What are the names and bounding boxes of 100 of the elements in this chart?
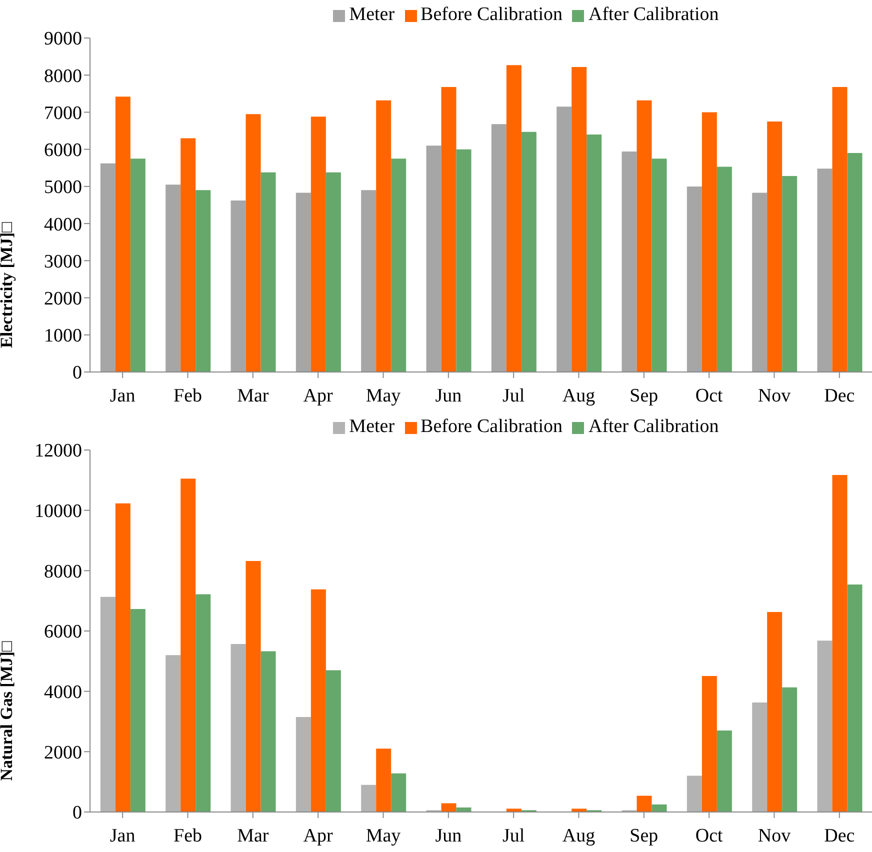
bar	[361, 784, 376, 812]
bar	[572, 808, 587, 812]
bar	[716, 166, 732, 372]
bar	[391, 773, 406, 812]
bar	[196, 190, 211, 372]
legend-label: Before Calibration	[420, 416, 562, 437]
bar	[847, 153, 862, 372]
bar	[260, 651, 276, 812]
bar	[115, 96, 130, 372]
bar	[782, 687, 798, 812]
y-tick-label: 2000	[44, 288, 82, 310]
x-tick-label: May	[366, 825, 402, 846]
bar	[441, 86, 456, 372]
y-axis-title: Natural Gas [MJ]□	[0, 640, 16, 781]
bar	[391, 158, 406, 372]
bar	[767, 122, 782, 372]
y-tick-label: 3000	[44, 251, 82, 272]
bar	[426, 146, 442, 372]
x-tick-label: Jan	[110, 825, 136, 846]
legend-label: Meter	[349, 416, 395, 437]
legend-label: Meter	[349, 4, 395, 25]
bar	[246, 561, 261, 812]
bar	[636, 100, 652, 372]
x-tick-label: Jun	[435, 385, 462, 406]
y-tick-label: 6000	[44, 622, 82, 643]
bar	[652, 158, 667, 372]
bar	[702, 112, 717, 372]
x-tick-label: Nov	[758, 385, 792, 406]
y-tick-label: 0	[72, 802, 82, 824]
bar	[196, 594, 211, 812]
bar	[180, 138, 196, 372]
y-tick-label: 5000	[44, 177, 82, 198]
x-tick-label: Mar	[237, 385, 270, 406]
bar	[326, 172, 341, 372]
bar	[441, 803, 456, 812]
y-tick-label: 9000	[44, 28, 82, 50]
bar	[767, 612, 782, 812]
bar	[456, 149, 472, 372]
legend-label: After Calibration	[588, 4, 719, 25]
bar	[752, 192, 768, 372]
y-tick-label: 1000	[44, 326, 82, 347]
bar	[716, 730, 732, 812]
y-tick-label: 8000	[44, 561, 82, 582]
x-tick-label: Aug	[562, 385, 596, 406]
bar	[817, 640, 832, 812]
bar	[230, 644, 246, 812]
bar	[115, 503, 130, 812]
x-tick-label: Sep	[630, 385, 658, 406]
bar	[230, 200, 246, 372]
x-tick-label: Sep	[630, 825, 658, 846]
bar	[832, 86, 848, 372]
y-axis-title: Electricity [MJ]□	[0, 221, 16, 348]
x-tick-label: Feb	[174, 825, 202, 846]
bar	[622, 152, 637, 372]
bar	[752, 702, 768, 812]
bar	[702, 676, 717, 812]
bar	[832, 475, 848, 812]
bar	[847, 584, 862, 812]
bar	[376, 100, 392, 372]
bar	[296, 716, 311, 812]
y-tick-label: 0	[72, 362, 82, 384]
x-tick-label: May	[366, 385, 402, 406]
bar	[260, 172, 276, 372]
x-tick-label: Oct	[695, 825, 724, 846]
bar	[686, 776, 702, 812]
bar	[166, 184, 181, 372]
bar	[506, 65, 522, 372]
bar	[686, 186, 702, 372]
bar	[586, 134, 602, 372]
x-tick-label: Jul	[502, 825, 525, 846]
y-tick-label: 4000	[44, 682, 82, 704]
y-tick-label: 7000	[44, 102, 82, 124]
x-tick-label: Jun	[435, 825, 462, 846]
y-tick-label: 2000	[44, 742, 82, 764]
x-tick-label: Feb	[174, 385, 202, 406]
bar	[572, 66, 587, 372]
x-tick-label: Jul	[502, 385, 525, 406]
bar	[310, 589, 326, 812]
x-tick-label: Nov	[758, 825, 792, 846]
bar	[376, 748, 392, 812]
bar	[521, 132, 536, 372]
bar	[636, 796, 652, 812]
legend-label: After Calibration	[588, 416, 719, 437]
y-tick-label: 6000	[44, 140, 82, 162]
y-tick-label: 10000	[34, 501, 82, 522]
bar	[652, 804, 667, 812]
bar	[130, 158, 146, 372]
bar	[246, 114, 261, 372]
x-tick-label: Apr	[303, 385, 334, 406]
bar	[166, 655, 181, 812]
legend-label: Before Calibration	[420, 4, 562, 25]
y-tick-label: 8000	[44, 66, 82, 87]
bar	[326, 670, 341, 812]
x-tick-label: Oct	[695, 385, 724, 406]
bar	[296, 192, 311, 372]
y-tick-label: 4000	[44, 214, 82, 236]
x-tick-label: Dec	[824, 385, 855, 406]
bar	[130, 608, 146, 812]
bar	[782, 176, 798, 372]
bar	[310, 116, 326, 372]
